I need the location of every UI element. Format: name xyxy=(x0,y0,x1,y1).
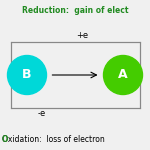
Circle shape xyxy=(8,56,46,94)
Text: -e: -e xyxy=(38,110,46,118)
Text: O: O xyxy=(2,135,8,144)
Circle shape xyxy=(103,56,142,94)
Text: B: B xyxy=(22,69,32,81)
Text: Reduction:  gain of elect: Reduction: gain of elect xyxy=(22,6,128,15)
Text: A: A xyxy=(118,69,128,81)
Text: +e: +e xyxy=(76,32,88,40)
Text: Oxidation:  loss of electron: Oxidation: loss of electron xyxy=(2,135,104,144)
